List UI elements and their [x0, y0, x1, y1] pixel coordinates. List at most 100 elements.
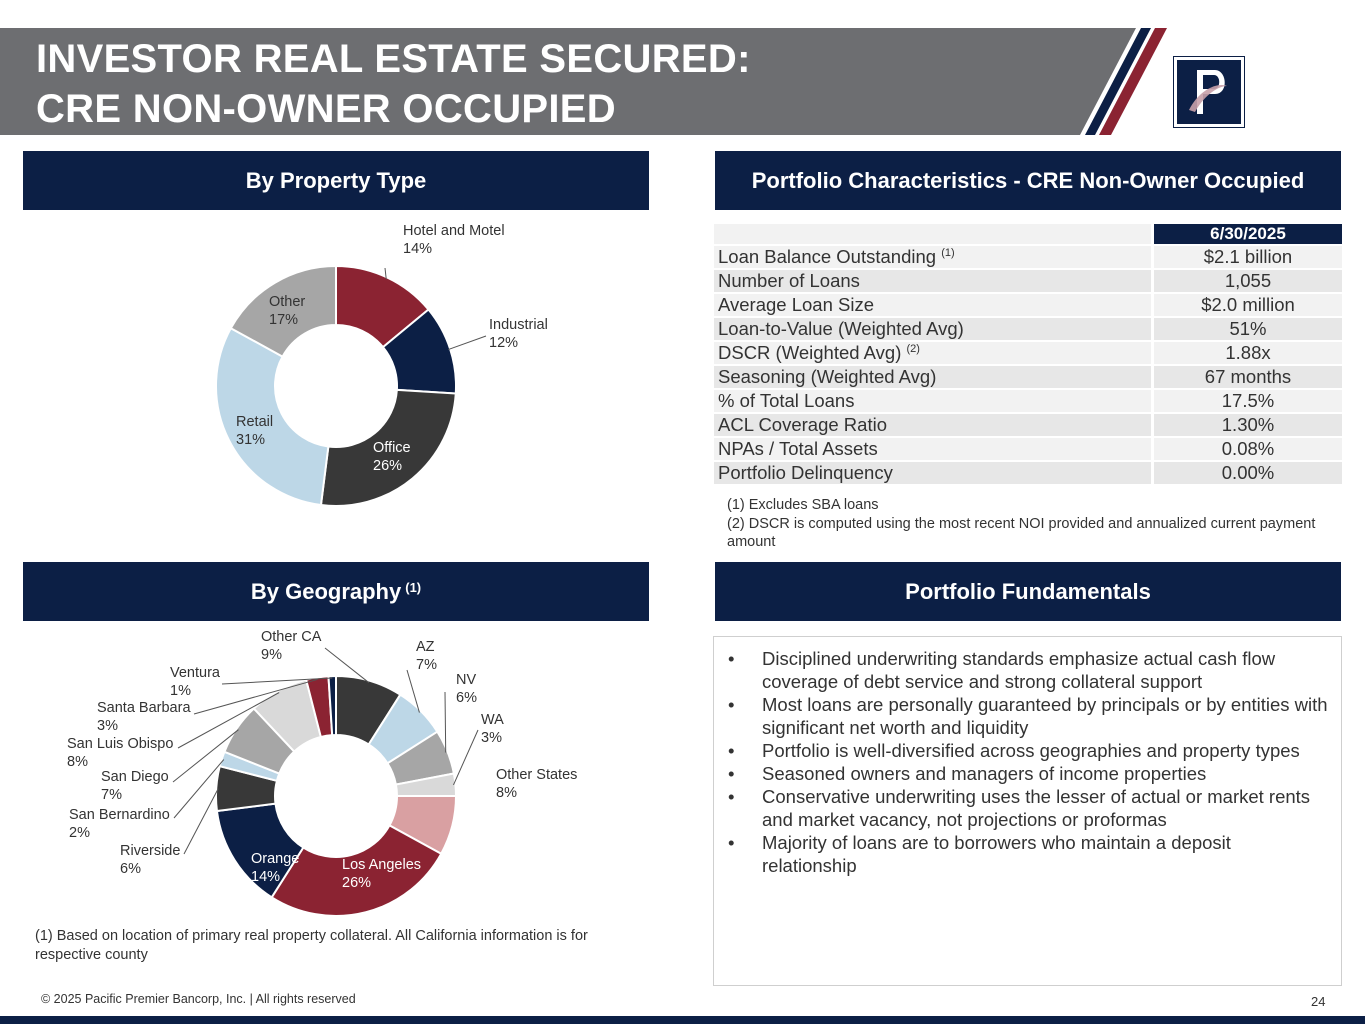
fundamentals-item: • Portfolio is well-diversified across ge… — [728, 739, 1328, 762]
slice-value-label: 14% — [251, 869, 280, 885]
table-row: Average Loan Size $2.0 million — [714, 294, 1342, 316]
table-row: Number of Loans 1,055 — [714, 270, 1342, 292]
bullet-icon: • — [728, 786, 735, 807]
fundamentals-item-text: Seasoned owners and managers of income p… — [762, 763, 1207, 784]
slice-value-label: 6% — [456, 690, 477, 706]
geography-footnote: (1) Based on location of primary real pr… — [35, 928, 588, 963]
table-row: NPAs / Total Assets 0.08% — [714, 438, 1342, 460]
leader-line — [172, 729, 239, 783]
fundamentals-item-text: Portfolio is well-diversified across geo… — [762, 740, 1300, 761]
donut-slice — [319, 388, 457, 507]
table-row: % of Total Loans 17.5% — [714, 390, 1342, 412]
fundamentals-item-text: Most loans are personally guaranteed by … — [762, 694, 1328, 738]
slice-value-label: 6% — [120, 861, 141, 877]
row-label: Loan Balance Outstanding (1) — [714, 246, 1151, 268]
row-label: DSCR (Weighted Avg) (2) — [714, 342, 1151, 364]
table-row: Loan-to-Value (Weighted Avg) 51% — [714, 318, 1342, 340]
title-band — [0, 28, 1365, 135]
fundamentals-item: • Most loans are personally guaranteed by… — [728, 693, 1328, 739]
leader-line — [193, 678, 318, 715]
row-value: 0.08% — [1151, 438, 1342, 460]
slice-value-label: 2% — [69, 825, 90, 841]
slice-category-label: Orange — [251, 851, 299, 867]
row-label-text: Average Loan Size — [718, 294, 874, 315]
characteristics-notes: (1) Excludes SBA loans (2) DSCR is compu… — [727, 496, 1327, 552]
row-label: NPAs / Total Assets — [714, 438, 1151, 460]
row-label: % of Total Loans — [714, 390, 1151, 412]
bullet-icon: • — [728, 648, 735, 669]
table-header-date: 6/30/2025 — [1151, 224, 1342, 244]
row-label-text: NPAs / Total Assets — [718, 438, 878, 459]
table-header-blank — [714, 224, 1151, 244]
leader-line — [448, 335, 487, 351]
table-row: Portfolio Delinquency 0.00% — [714, 462, 1342, 484]
slice-category-label: Ventura — [170, 665, 221, 681]
row-label: Portfolio Delinquency — [714, 462, 1151, 484]
slice-category-label: Other States — [496, 767, 577, 783]
fundamentals-item-text: Conservative underwriting uses the lesse… — [762, 786, 1311, 830]
row-value: $2.1 billion — [1151, 246, 1342, 268]
slice-value-label: 1% — [170, 683, 191, 699]
section-title: By Geography — [250, 578, 402, 604]
page-number: 24 — [1311, 994, 1326, 1009]
slice-value-label: 26% — [373, 458, 402, 474]
footer-copyright: © 2025 Pacific Premier Bancorp, Inc. | A… — [41, 992, 356, 1006]
row-value: $2.0 million — [1151, 294, 1342, 316]
row-label-text: Portfolio Delinquency — [718, 462, 893, 483]
row-value: 51% — [1151, 318, 1342, 340]
row-label-text: ACL Coverage Ratio — [718, 414, 887, 435]
table-row: DSCR (Weighted Avg) (2) 1.88x — [714, 342, 1342, 364]
note-2: (2) DSCR is computed using the most rece… — [727, 515, 1316, 551]
characteristics-table: 6/30/2025 Loan Balance Outstanding (1) $2… — [714, 222, 1342, 486]
bullet-icon: • — [728, 740, 735, 761]
slice-category-label: NV — [456, 672, 476, 688]
section-title: By Property Type — [245, 167, 427, 193]
row-label: Average Loan Size — [714, 294, 1151, 316]
slice-category-label: San Luis Obispo — [67, 736, 173, 752]
row-label-text: Number of Loans — [718, 270, 860, 291]
slice-category-label: Office — [373, 440, 411, 456]
row-value: 1,055 — [1151, 270, 1342, 292]
slice-category-label: San Diego — [101, 769, 169, 785]
slice-category-label: Hotel and Motel — [403, 223, 505, 239]
donut-slice — [215, 326, 330, 507]
slice-category-label: Other — [269, 294, 305, 310]
slice-category-label: Riverside — [120, 843, 180, 859]
row-value: 1.30% — [1151, 414, 1342, 436]
slice-value-label: 7% — [416, 657, 437, 673]
property-type-donut-chart: Hotel and Motel 14% Industrial 12% Office 26%… — [215, 223, 548, 507]
page-title-line1: INVESTOR REAL ESTATE SECURED: — [36, 37, 751, 81]
section-title: Portfolio Characteristics - CRE Non-Owne… — [751, 167, 1305, 193]
bullet-icon: • — [728, 763, 735, 784]
fundamentals-item-text: Majority of loans are to borrowers who m… — [762, 832, 1231, 876]
section-header-property-type: By Property Type — [23, 151, 649, 210]
slice-category-label: AZ — [416, 639, 435, 655]
slice-category-label: Industrial — [489, 317, 548, 333]
section-header-characteristics: Portfolio Characteristics - CRE Non-Owne… — [715, 151, 1341, 210]
row-label-text: DSCR (Weighted Avg) — [718, 342, 907, 363]
page-title-line2: CRE NON-OWNER OCCUPIED — [36, 87, 616, 131]
table-header-row: 6/30/2025 — [714, 224, 1342, 244]
section-title: Portfolio Fundamentals — [905, 578, 1151, 604]
fundamentals-item: • Conservative underwriting uses the less… — [728, 785, 1328, 831]
slice-category-label: Retail — [236, 414, 273, 430]
slice-category-label: Los Angeles — [342, 857, 421, 873]
slice-value-label: 3% — [481, 730, 502, 746]
fundamentals-item: • Disciplined underwriting standards emph… — [728, 647, 1328, 693]
row-value: 1.88x — [1151, 342, 1342, 364]
donut-slice — [270, 824, 443, 917]
row-label-text: % of Total Loans — [718, 390, 855, 411]
leader-line — [324, 647, 370, 684]
geography-donut-chart: Other CA9% AZ7%NV6%WA3%Other States8%Los … — [67, 629, 577, 917]
table-row: ACL Coverage Ratio 1.30% — [714, 414, 1342, 436]
row-label-text: Seasoning (Weighted Avg) — [718, 366, 937, 387]
bullet-icon: • — [728, 694, 735, 715]
leader-line — [183, 788, 219, 855]
slice-value-label: 31% — [236, 432, 265, 448]
bullet-icon: • — [728, 832, 735, 853]
leader-line — [453, 729, 479, 786]
slice-value-label: 8% — [67, 754, 88, 770]
row-label-text: Loan Balance Outstanding — [718, 246, 942, 267]
fundamentals-box: • Disciplined underwriting standards emph… — [713, 636, 1342, 986]
leader-line — [177, 692, 280, 749]
